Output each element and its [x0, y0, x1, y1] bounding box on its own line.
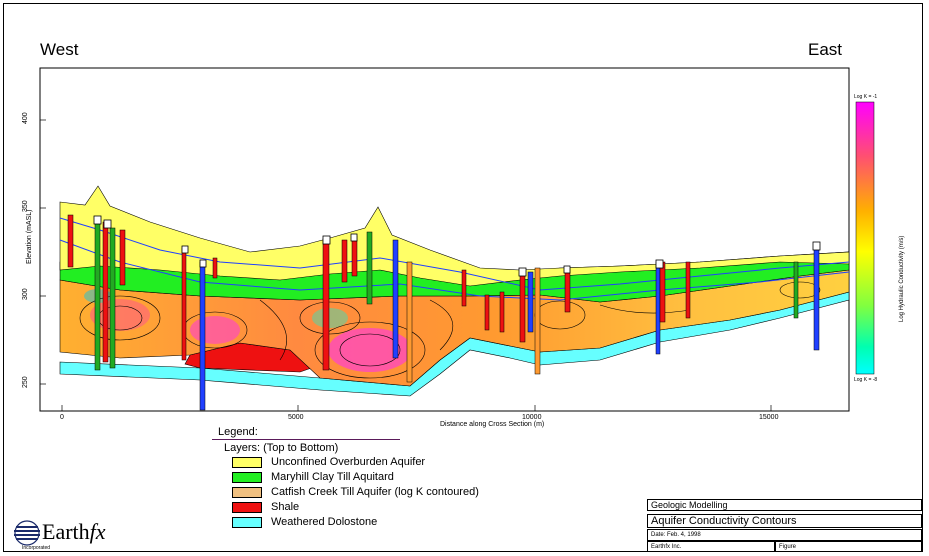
colorbar-title: Log Hydraulic Conductivity (m/s) — [899, 235, 905, 322]
borehole-caps — [93, 215, 821, 277]
high-k-zone — [328, 328, 412, 372]
logo-tagline: Incorporated — [22, 545, 51, 551]
y-tick-label: 250 — [22, 376, 29, 388]
legend-item: Unconfined Overburden Aquifer — [232, 456, 425, 468]
overburden-layer — [59, 185, 850, 287]
legend-item: Shale — [232, 501, 299, 513]
colorbar-top-label: Log K = -1 — [854, 94, 878, 100]
legend-title: Legend: — [218, 426, 258, 438]
legend-label: Catfish Creek Till Aquifer (log K contou… — [271, 486, 479, 498]
colorbar — [855, 101, 875, 375]
legend-swatch — [232, 486, 262, 498]
x-tick-label: 5000 — [288, 414, 304, 421]
logo-suffix: fx — [89, 519, 106, 544]
legend-swatch — [232, 516, 262, 528]
earthfx-globe-icon — [14, 520, 40, 546]
legend-swatch — [232, 471, 262, 483]
legend-label: Shale — [271, 501, 300, 513]
plot-frame — [39, 67, 850, 412]
east-label: East — [808, 40, 843, 59]
y-axis-ticks — [40, 119, 46, 385]
legend-label: Maryhill Clay Till Aquitard — [271, 471, 394, 483]
logo-wordmark: Earthfx — [42, 519, 106, 545]
y-tick-label: 400 — [22, 112, 29, 124]
x-axis-ticks — [61, 405, 772, 411]
water-table-lines — [59, 217, 850, 301]
west-label: West — [40, 40, 79, 59]
low-k-zone — [312, 308, 348, 328]
title-block-project: Geologic Modelling — [647, 499, 922, 511]
drawing-frame — [3, 3, 923, 552]
colorbar-bottom-label: Log K = -8 — [854, 377, 878, 383]
legend-label: Unconfined Overburden Aquifer — [271, 456, 426, 468]
title-block-title: Aquifer Conductivity Contours — [647, 514, 922, 528]
legend-swatch — [232, 501, 262, 513]
x-tick-label: 15000 — [759, 414, 779, 421]
high-k-zone — [190, 316, 240, 344]
legend-label: Weathered Dolostone — [271, 516, 378, 528]
legend-item: Weathered Dolostone — [232, 516, 377, 528]
title-block: Geologic Modelling Aquifer Conductivity … — [647, 499, 922, 552]
x-tick-label: 10000 — [522, 414, 542, 421]
logo-prefix: Earth — [42, 519, 90, 544]
legend-subtitle: Layers: (Top to Bottom) — [224, 442, 339, 454]
title-block-company: Earthfx Inc. — [647, 541, 775, 552]
y-tick-label: 300 — [22, 288, 29, 300]
legend-underline — [212, 439, 400, 440]
legend-swatch — [232, 456, 262, 468]
x-tick-label: 0 — [60, 414, 64, 421]
x-axis-title: Distance along Cross Section (m) — [440, 421, 545, 428]
legend-item: Catfish Creek Till Aquifer (log K contou… — [232, 486, 479, 498]
legend-item: Maryhill Clay Till Aquitard — [232, 471, 394, 483]
title-block-figure: Figure — [775, 541, 922, 552]
title-block-date: Date: Feb. 4, 1998 — [647, 529, 922, 541]
y-axis-title: Elevation (mASL) — [26, 209, 33, 264]
